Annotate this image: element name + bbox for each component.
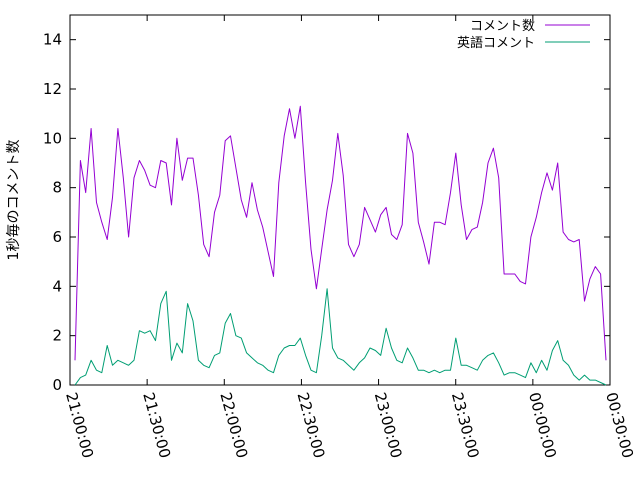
y-axis-label: 1秒毎のコメント数 xyxy=(6,140,22,261)
y-tick-label: 4 xyxy=(52,277,62,295)
x-tick-label: 23:30:00 xyxy=(448,390,483,460)
y-axis: 0 2 4 6 8 10 12 14 xyxy=(43,31,610,394)
x-tick-label: 22:00:00 xyxy=(216,390,251,460)
plot-border xyxy=(69,14,611,386)
x-tick-label: 00:00:00 xyxy=(525,390,560,460)
legend-label: 英語コメント xyxy=(457,35,535,51)
x-tick-label: 22:30:00 xyxy=(294,390,329,460)
y-tick-label: 14 xyxy=(43,31,62,49)
plot-frame xyxy=(69,14,611,386)
x-tick-label: 23:00:00 xyxy=(371,390,406,460)
x-tick-label: 00:30:00 xyxy=(602,390,637,460)
y-tick-label: 12 xyxy=(43,80,62,98)
x-axis: 21:00:00 21:30:00 22:00:00 22:30:00 23:00:00… xyxy=(62,15,637,460)
x-tick-label: 21:30:00 xyxy=(139,390,174,460)
y-tick-label: 10 xyxy=(43,129,62,147)
series-line-1 xyxy=(74,105,607,361)
legend-label: コメント数 xyxy=(470,19,535,34)
y-tick-label: 8 xyxy=(52,179,62,197)
y-tick-label: 2 xyxy=(52,327,62,345)
series-line-2 xyxy=(74,288,607,386)
x-tick-label: 21:00:00 xyxy=(62,390,97,460)
series-layer xyxy=(74,105,607,386)
y-tick-label: 6 xyxy=(52,228,62,246)
y-tick-label: 0 xyxy=(52,376,62,394)
